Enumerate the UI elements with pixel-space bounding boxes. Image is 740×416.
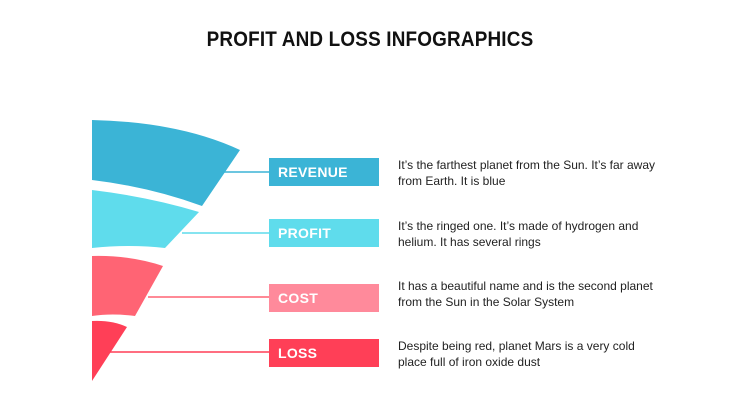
cost-label: COST bbox=[269, 284, 379, 312]
revenue-label: REVENUE bbox=[269, 158, 379, 186]
loss-label: LOSS bbox=[269, 339, 379, 367]
cost-description: It has a beautiful name and is the secon… bbox=[398, 279, 653, 309]
profit-description: It’s the ringed one. It’s made of hydrog… bbox=[398, 219, 639, 249]
loss-description: Despite being red, planet Mars is a very… bbox=[398, 339, 635, 369]
cost-segment bbox=[92, 255, 163, 316]
page-title: PROFIT AND LOSS INFOGRAPHICS bbox=[206, 28, 534, 51]
profit-segment bbox=[92, 190, 199, 248]
revenue-description: It’s the farthest planet from the Sun. I… bbox=[398, 158, 656, 188]
loss-segment bbox=[92, 320, 127, 381]
revenue-segment bbox=[92, 120, 240, 206]
profit-label: PROFIT bbox=[269, 219, 379, 247]
